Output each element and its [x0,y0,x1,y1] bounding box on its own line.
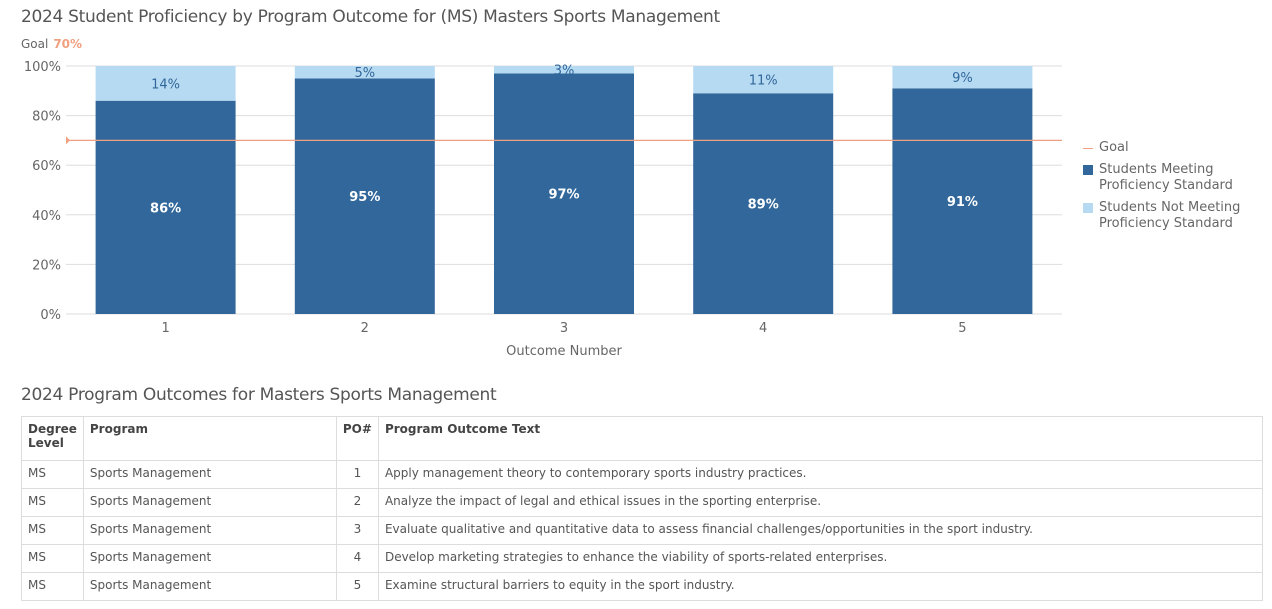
program-cell: Sports Management [82,572,337,601]
data-label: 97% [548,188,579,203]
legend-item-goal[interactable]: Goal [1080,140,1249,156]
y-tick-label: 100% [24,60,61,75]
outcomes-table: Degree Level Program PO# Program Outcome… [21,416,1264,601]
x-tick-label: 5 [958,321,966,336]
goal-indicator: Goal 70% [21,37,82,51]
bar-meeting [693,93,834,314]
bar-not-meeting [95,66,236,101]
bar-meeting [95,100,236,314]
bar-meeting [294,78,435,315]
y-tick-label: 0% [40,308,61,323]
degree-level-cell: MS [21,544,84,573]
not-meeting-swatch [1083,203,1093,213]
legend-item-not-meeting[interactable]: Students Not Meeting Proficiency Standar… [1080,200,1249,232]
data-label: 91% [947,195,978,210]
legend-item-meeting[interactable]: Students Meeting Proficiency Standard [1080,162,1249,194]
po-number-cell: 2 [335,488,379,517]
degree-level-cell: MS [21,572,84,601]
bar-not-meeting [294,66,435,79]
table-row: MS Sports Management 4 Develop marketing st… [21,544,1264,573]
y-tick-label: 80% [32,110,61,125]
meeting-swatch [1083,165,1093,175]
degree-level-cell: MS [21,460,84,489]
y-tick-label: 60% [32,159,61,174]
outcome-text-cell: Evaluate qualitative and quantitative da… [377,516,1264,545]
col-po-number: PO# [335,416,379,461]
col-degree-level: Degree Level [21,416,84,461]
data-label: 14% [151,77,180,92]
data-label: 95% [349,190,380,205]
goal-label: Goal [21,37,49,51]
table-title: 2024 Program Outcomes for Masters Sports… [21,385,497,405]
goal-value: 70% [53,37,83,51]
program-cell: Sports Management [82,460,337,489]
data-label: 86% [150,201,181,216]
y-tick-label: 20% [32,258,61,273]
proficiency-chart: 0% 20% 40% 60% 80% 100% 86% 14% 1 95% 5% 2 97% 3% 3 89%… [24,60,1062,359]
program-cell: Sports Management [82,516,337,545]
data-label: 5% [354,66,375,81]
legend-label: Students Not Meeting Proficiency Standar… [1099,200,1241,231]
x-tick-label: 2 [361,321,369,336]
degree-level-cell: MS [21,516,84,545]
x-axis-title: Outcome Number [506,344,622,359]
chart-legend: Goal Students Meeting Proficiency Standa… [1080,140,1249,238]
program-cell: Sports Management [82,544,337,573]
table-row: MS Sports Management 5 Examine structural b… [21,572,1264,601]
table-row: MS Sports Management 2 Analyze the impact o… [21,488,1264,517]
x-tick-label: 3 [560,321,568,336]
table-row: MS Sports Management 1 Apply management the… [21,460,1264,489]
table-row: MS Sports Management 3 Evaluate qualitative… [21,516,1264,545]
chart-title: 2024 Student Proficiency by Program Outc… [21,7,720,27]
po-number-cell: 4 [335,544,379,573]
bar-not-meeting [693,66,834,94]
goal-marker-icon [66,136,70,145]
legend-label: Goal [1099,140,1129,155]
po-number-cell: 3 [335,516,379,545]
bar-not-meeting [892,66,1033,89]
col-outcome-text: Program Outcome Text [377,416,1264,461]
data-label: 11% [749,74,778,89]
degree-level-cell: MS [21,488,84,517]
table-header-row: Degree Level Program PO# Program Outcome… [21,416,1264,461]
y-tick-label: 40% [32,209,61,224]
bar-meeting [494,73,634,314]
program-cell: Sports Management [82,488,337,517]
bar-meeting [892,88,1033,314]
po-number-cell: 1 [335,460,379,489]
goal-line-swatch [1083,148,1093,149]
col-program: Program [82,416,337,461]
outcome-text-cell: Apply management theory to contemporary … [377,460,1264,489]
outcome-text-cell: Examine structural barriers to equity in… [377,572,1264,601]
data-label: 3% [554,64,575,79]
po-number-cell: 5 [335,572,379,601]
data-label: 9% [952,71,973,86]
bar-not-meeting [494,66,634,74]
data-label: 89% [748,198,779,213]
legend-label: Students Meeting Proficiency Standard [1099,162,1233,193]
outcome-text-cell: Analyze the impact of legal and ethical … [377,488,1264,517]
x-tick-label: 1 [161,321,169,336]
outcome-text-cell: Develop marketing strategies to enhance … [377,544,1264,573]
x-tick-label: 4 [759,321,767,336]
